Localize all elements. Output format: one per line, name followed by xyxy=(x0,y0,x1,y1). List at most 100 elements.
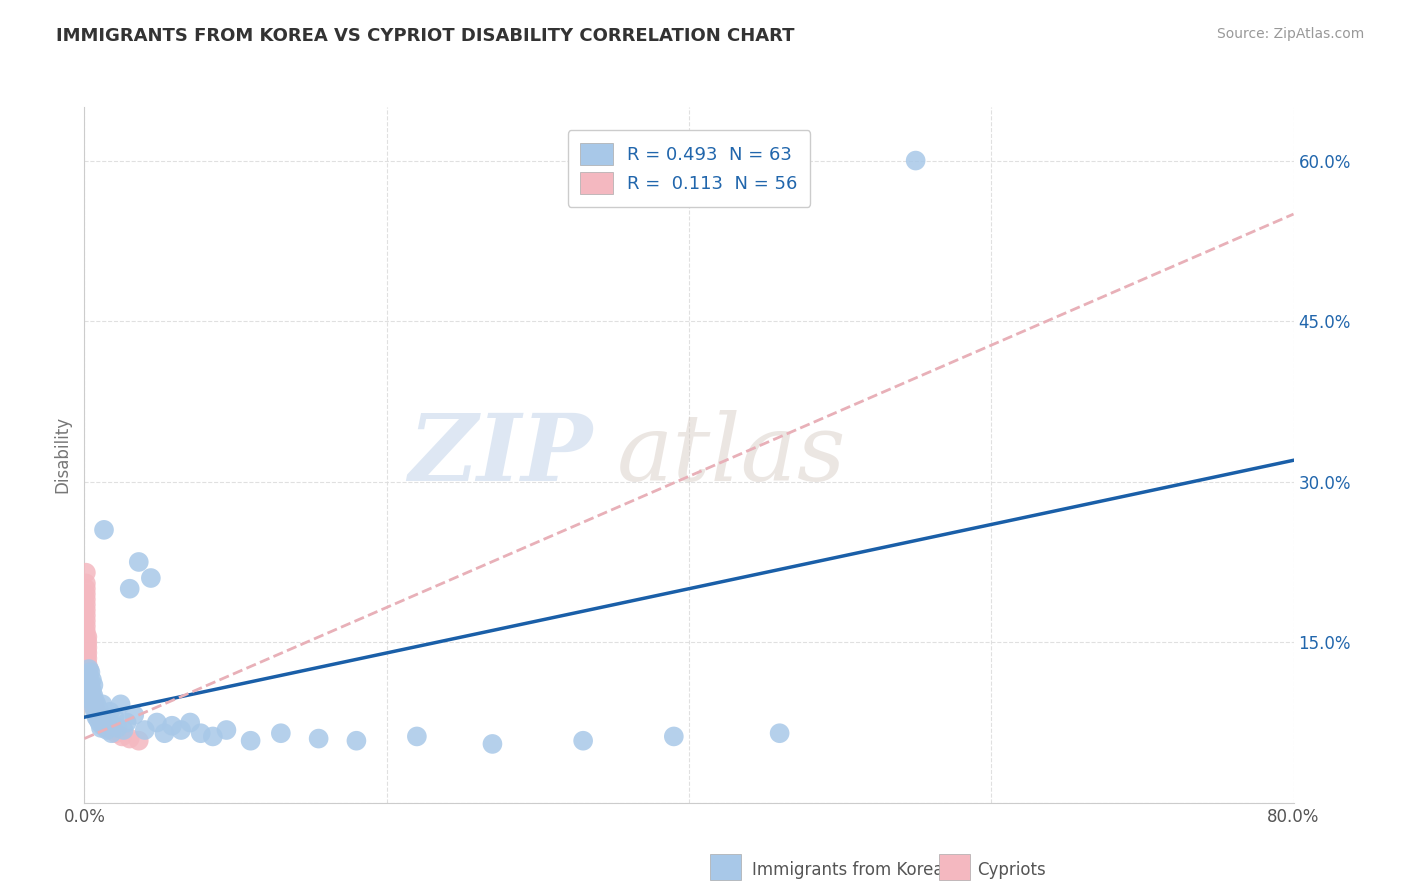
Point xyxy=(76,662,98,676)
Point xyxy=(86,705,108,719)
Point xyxy=(76,630,98,644)
Point xyxy=(90,712,112,726)
Point xyxy=(76,635,98,649)
Point xyxy=(76,651,98,665)
Point xyxy=(82,699,104,714)
Point xyxy=(100,726,122,740)
Point xyxy=(270,726,292,740)
Point xyxy=(160,719,183,733)
Point xyxy=(77,680,100,694)
Point xyxy=(75,651,97,665)
Point xyxy=(86,698,108,712)
Point xyxy=(75,667,97,681)
Point xyxy=(75,657,97,671)
Point xyxy=(90,708,112,723)
Point xyxy=(346,733,368,747)
Point xyxy=(239,733,262,747)
Point xyxy=(112,723,135,737)
Point xyxy=(82,678,104,692)
Point xyxy=(76,640,98,655)
Point xyxy=(90,721,112,735)
Point xyxy=(75,640,97,655)
Point xyxy=(75,673,97,687)
Point xyxy=(94,712,117,726)
Point xyxy=(75,614,97,628)
Point xyxy=(75,598,97,612)
Point xyxy=(84,694,107,708)
Point xyxy=(115,715,138,730)
Point xyxy=(308,731,330,746)
Point xyxy=(769,726,792,740)
Point xyxy=(662,730,685,744)
Point xyxy=(93,719,115,733)
Point xyxy=(100,723,122,737)
Point xyxy=(904,153,927,168)
Point xyxy=(89,710,111,724)
Point xyxy=(89,705,111,719)
Point xyxy=(91,715,114,730)
Point xyxy=(97,715,120,730)
Point xyxy=(190,726,212,740)
Text: IMMIGRANTS FROM KOREA VS CYPRIOT DISABILITY CORRELATION CHART: IMMIGRANTS FROM KOREA VS CYPRIOT DISABIL… xyxy=(56,27,794,45)
Point xyxy=(128,555,150,569)
Point xyxy=(96,721,118,735)
Point xyxy=(77,662,100,676)
Text: Cypriots: Cypriots xyxy=(977,861,1046,879)
Point xyxy=(87,701,110,715)
Point xyxy=(75,566,97,580)
Point xyxy=(86,710,108,724)
Point xyxy=(82,699,104,714)
Point xyxy=(75,662,97,676)
Point xyxy=(110,698,132,712)
Point xyxy=(77,678,100,692)
Point xyxy=(91,698,114,712)
Text: atlas: atlas xyxy=(616,410,846,500)
Point xyxy=(101,719,124,733)
Point xyxy=(75,582,97,596)
Point xyxy=(76,657,98,671)
Point xyxy=(201,730,224,744)
Point xyxy=(79,678,101,692)
Point xyxy=(122,708,145,723)
Point xyxy=(215,723,238,737)
Point xyxy=(76,678,98,692)
Point xyxy=(406,730,429,744)
Point xyxy=(84,701,107,715)
Point xyxy=(77,673,100,687)
Point xyxy=(146,715,169,730)
Point xyxy=(134,723,156,737)
Point xyxy=(87,712,110,726)
Point xyxy=(104,710,127,724)
Point xyxy=(76,683,98,698)
Point xyxy=(75,592,97,607)
Point xyxy=(75,630,97,644)
Y-axis label: Disability: Disability xyxy=(53,417,72,493)
Point xyxy=(75,619,97,633)
Point xyxy=(76,673,98,687)
Point xyxy=(76,646,98,660)
Point xyxy=(77,683,100,698)
Point xyxy=(75,667,97,681)
Point xyxy=(128,733,150,747)
Point xyxy=(87,708,110,723)
Point xyxy=(79,683,101,698)
Point xyxy=(75,646,97,660)
Point xyxy=(77,662,100,676)
Point xyxy=(79,676,101,690)
Point xyxy=(75,635,97,649)
Point xyxy=(111,730,134,744)
Point xyxy=(75,624,97,639)
Point xyxy=(79,689,101,703)
Point xyxy=(79,689,101,703)
Legend: R = 0.493  N = 63, R =  0.113  N = 56: R = 0.493 N = 63, R = 0.113 N = 56 xyxy=(568,130,810,207)
Point xyxy=(179,715,201,730)
Point xyxy=(96,723,118,737)
Point xyxy=(75,603,97,617)
Point xyxy=(105,726,128,740)
Point xyxy=(75,678,97,692)
Point xyxy=(84,698,107,712)
Point xyxy=(82,689,104,703)
Point xyxy=(80,694,103,708)
Text: ZIP: ZIP xyxy=(408,410,592,500)
Text: Immigrants from Korea: Immigrants from Korea xyxy=(752,861,943,879)
